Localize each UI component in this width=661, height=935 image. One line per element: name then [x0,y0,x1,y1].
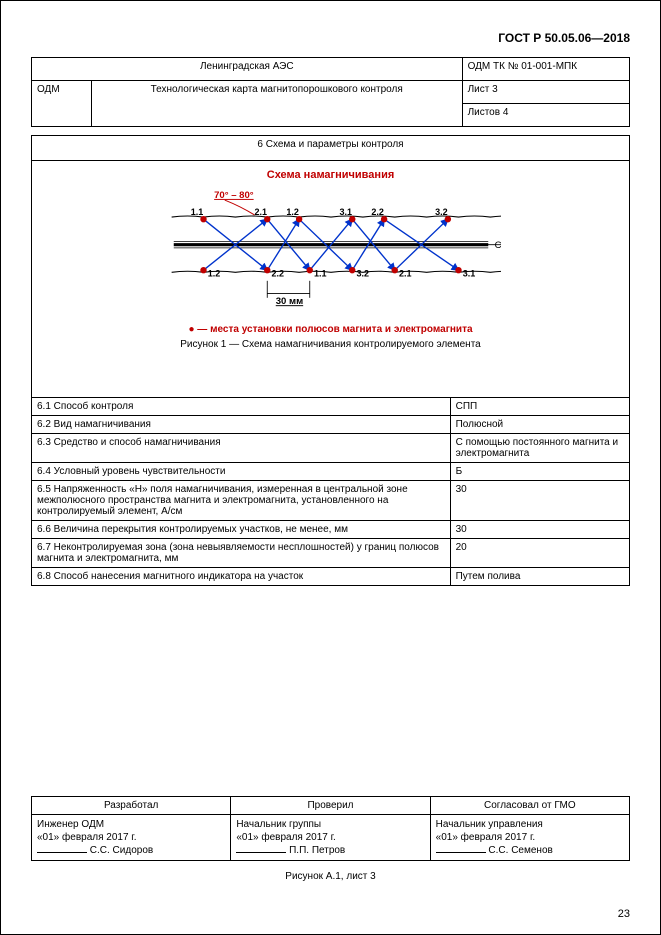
param-value-6: 20 [450,539,629,568]
param-value-2: С помощью постоянного магнита и электром… [450,434,629,463]
svg-text:Сварной шов: Сварной шов [494,240,500,251]
param-value-5: 30 [450,521,629,539]
param-label-3: 6.4 Условный уровень чувствительности [32,463,451,481]
diagram-cell: Схема намагничивания Сварной шов 70° – 80… [32,161,630,398]
param-label-1: 6.2 Вид намагничивания [32,416,451,434]
figure-caption: Рисунок 1 — Схема намагничивания контрол… [40,339,621,350]
param-value-3: Б [450,463,629,481]
svg-text:1.2: 1.2 [207,269,220,279]
signature-table: РазработалПроверилСогласовал от ГМО Инже… [31,796,630,861]
gost-code: ГОСТ Р 50.05.06—2018 [31,31,630,45]
svg-text:1.1: 1.1 [190,207,203,217]
svg-text:3.2: 3.2 [435,207,448,217]
doc-code-cell: ОДМ ТК № 01-001-МПК [462,58,629,81]
svg-text:1.1: 1.1 [314,269,327,279]
svg-text:70° – 80°: 70° – 80° [214,190,254,201]
content-table: 6 Схема и параметры контроля Схема намаг… [31,135,630,586]
section-title: 6 Схема и параметры контроля [32,136,630,161]
sheets-cell: Листов 4 [462,104,629,127]
param-value-7: Путем полива [450,568,629,586]
svg-text:2.1: 2.1 [254,207,267,217]
param-label-5: 6.6 Величина перекрытия контролируемых у… [32,521,451,539]
sig-header-2: Согласовал от ГМО [430,797,629,815]
svg-text:3.1: 3.1 [462,269,475,279]
param-label-4: 6.5 Напряженность «Н» поля намагничивани… [32,481,451,521]
param-label-2: 6.3 Средство и способ намагничивания [32,434,451,463]
param-label-0: 6.1 Способ контроля [32,398,451,416]
sig-cell-2: Начальник управления«01» февраля 2017 г.… [430,815,629,861]
doc-title-cell: Технологическая карта магнитопорошкового… [91,81,462,127]
param-label-6: 6.7 Неконтролируемая зона (зона невыявля… [32,539,451,568]
magnetization-diagram: Сварной шов 70° – 80° 1.1 2.1 1.2 3.1 2.2 3.2 1.… [161,185,501,315]
sig-header-1: Проверил [231,797,430,815]
svg-text:1.2: 1.2 [286,207,299,217]
sig-cell-0: Инженер ОДМ«01» февраля 2017 г. С.С. Сид… [32,815,231,861]
sig-cell-1: Начальник группы«01» февраля 2017 г. П.П… [231,815,430,861]
param-value-4: 30 [450,481,629,521]
svg-text:3.2: 3.2 [356,269,369,279]
org-cell: Ленинградская АЭС [32,58,463,81]
diagram-legend: ● — места установки полюсов магнита и эл… [40,324,621,335]
param-value-1: Полюсной [450,416,629,434]
diagram-title: Схема намагничивания [40,169,621,181]
svg-text:30 мм: 30 мм [275,296,302,307]
page-number: 23 [618,908,630,920]
sig-header-0: Разработал [32,797,231,815]
param-label-7: 6.8 Способ нанесения магнитного индикато… [32,568,451,586]
sheet-cell: Лист 3 [462,81,629,104]
svg-text:3.1: 3.1 [339,207,352,217]
odm-cell: ОДМ [32,81,92,127]
doc-header-table: Ленинградская АЭС ОДМ ТК № 01-001-МПК ОД… [31,57,630,127]
param-value-0: СПП [450,398,629,416]
svg-text:2.1: 2.1 [399,269,412,279]
bottom-caption: Рисунок А.1, лист 3 [31,871,630,882]
svg-text:2.2: 2.2 [371,207,384,217]
svg-text:2.2: 2.2 [271,269,284,279]
